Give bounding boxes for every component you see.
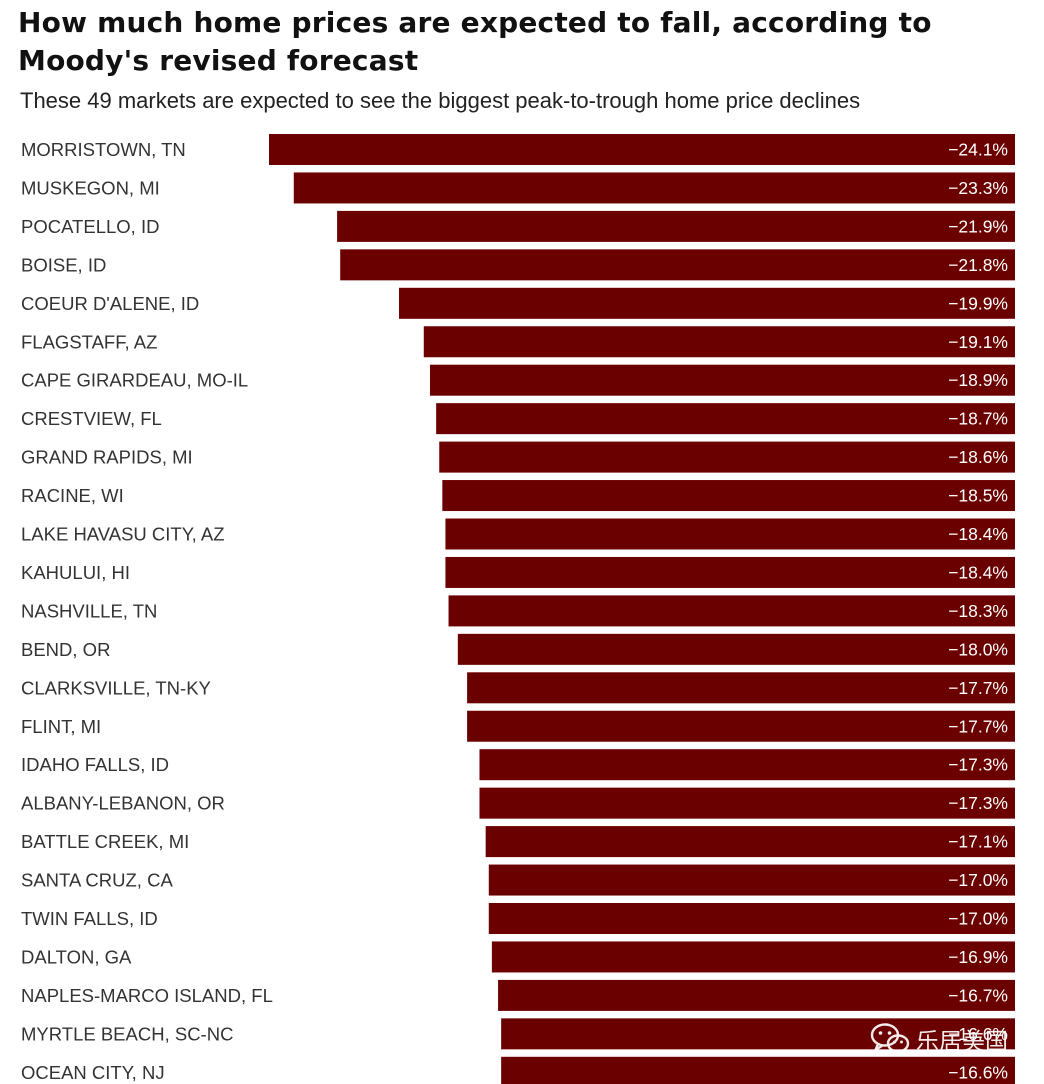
category-label: FLINT, MI — [21, 716, 101, 737]
value-label: −18.6% — [948, 447, 1008, 467]
bar — [498, 979, 1015, 1011]
chart-subtitle: These 49 markets are expected to see the… — [20, 88, 861, 113]
bar — [269, 134, 1015, 165]
bar — [429, 364, 1015, 396]
value-label: −16.6% — [948, 1062, 1008, 1082]
value-label: −19.9% — [948, 293, 1008, 313]
value-label: −17.7% — [948, 716, 1008, 736]
category-label: SANTA CRUZ, CA — [21, 870, 173, 891]
category-label: BEND, OR — [21, 639, 110, 660]
value-label: −18.4% — [948, 562, 1008, 582]
value-label: −17.0% — [948, 909, 1008, 929]
bar — [488, 864, 1015, 896]
bar — [479, 787, 1015, 819]
value-label: −16.9% — [948, 947, 1008, 967]
value-label: −23.3% — [948, 178, 1008, 198]
category-label: NASHVILLE, TN — [21, 600, 157, 621]
wechat-icon — [870, 1023, 910, 1056]
value-label: −17.0% — [948, 870, 1008, 890]
bar — [445, 518, 1015, 550]
value-label: −18.3% — [948, 601, 1008, 621]
category-label: TWIN FALLS, ID — [21, 908, 158, 929]
bar — [467, 710, 1015, 742]
category-label: COEUR D'ALENE, ID — [21, 293, 199, 314]
value-label: −18.4% — [948, 524, 1008, 544]
value-label: −18.0% — [948, 639, 1008, 659]
bar — [442, 480, 1016, 512]
category-label: KAHULUI, HI — [21, 562, 130, 583]
value-label: −16.7% — [948, 985, 1008, 1005]
value-label: −21.8% — [948, 255, 1008, 275]
value-label: −24.1% — [948, 140, 1008, 160]
category-label: POCATELLO, ID — [21, 216, 159, 237]
bar — [448, 595, 1015, 627]
value-label: −17.1% — [948, 832, 1008, 852]
bar — [439, 441, 1015, 473]
category-label: LAKE HAVASU CITY, AZ — [21, 524, 225, 545]
bar — [340, 249, 1015, 281]
bar — [501, 1056, 1015, 1084]
category-label: BATTLE CREEK, MI — [21, 831, 189, 852]
value-label: −16.6% — [948, 1024, 1008, 1044]
bar — [501, 1018, 1015, 1050]
bar — [293, 172, 1015, 204]
chart-title: How much home prices are expected to fal… — [18, 6, 932, 77]
value-label: −19.1% — [948, 332, 1008, 352]
bar — [436, 403, 1015, 435]
bar — [488, 903, 1015, 934]
category-label: ALBANY-LEBANON, OR — [21, 793, 225, 814]
watermark-text: 乐居美国 — [916, 1029, 1008, 1055]
category-label: RACINE, WI — [21, 485, 124, 506]
value-label: −21.9% — [948, 216, 1008, 236]
bar — [479, 749, 1015, 781]
bar — [445, 556, 1015, 588]
watermark: 乐居美国 — [870, 1022, 1008, 1056]
category-label: CRESTVIEW, FL — [21, 408, 162, 429]
category-label: NAPLES-MARCO ISLAND, FL — [21, 985, 273, 1006]
category-label: CAPE GIRARDEAU, MO-IL — [21, 370, 248, 391]
category-label: GRAND RAPIDS, MI — [21, 447, 193, 468]
category-label: MYRTLE BEACH, SC-NC — [21, 1023, 233, 1044]
bar — [467, 672, 1015, 704]
value-label: −18.9% — [948, 370, 1008, 390]
value-label: −17.3% — [948, 793, 1008, 813]
bar — [423, 326, 1015, 358]
category-label: FLAGSTAFF, AZ — [21, 331, 157, 352]
value-label: −17.7% — [948, 678, 1008, 698]
bar — [491, 941, 1016, 973]
category-label: MORRISTOWN, TN — [21, 139, 186, 160]
category-label: MUSKEGON, MI — [21, 177, 160, 198]
category-label: OCEAN CITY, NJ — [21, 1062, 165, 1083]
value-label: −17.3% — [948, 755, 1008, 775]
category-label: DALTON, GA — [21, 946, 132, 967]
category-label: BOISE, ID — [21, 254, 106, 275]
value-label: −18.7% — [948, 409, 1008, 429]
category-label: IDAHO FALLS, ID — [21, 754, 169, 775]
bar — [485, 826, 1015, 858]
bar — [399, 287, 1015, 319]
value-label: −18.5% — [948, 486, 1008, 506]
category-label: CLARKSVILLE, TN-KY — [21, 677, 211, 698]
bar — [457, 633, 1016, 665]
bar — [337, 210, 1015, 242]
